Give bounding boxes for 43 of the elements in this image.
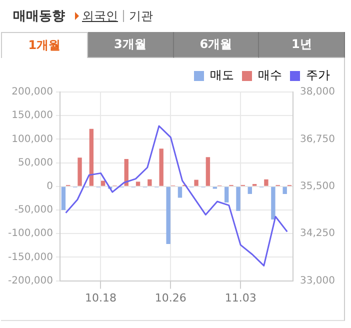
bar (166, 186, 170, 244)
bar (282, 186, 287, 194)
y2-tick-label: 38,000 (300, 86, 336, 98)
chart-title: 매매동향 (13, 8, 65, 25)
y-tick-label: 100,000 (12, 134, 53, 145)
y2-tick-label: 33,000 (300, 275, 336, 286)
bar (248, 186, 252, 194)
y2-tick-label: 34,250 (300, 228, 336, 240)
bar (78, 158, 82, 186)
bar (224, 186, 229, 202)
bar (236, 186, 240, 211)
text: 6개월 (174, 32, 260, 58)
legend-label: 매도 (210, 68, 234, 82)
x-tick-label: 10.18 (84, 291, 116, 304)
x-tick-label: 10.26 (154, 291, 186, 304)
y-tick-label: 200,000 (12, 86, 53, 98)
bar (159, 148, 164, 186)
bar (264, 179, 268, 186)
y-tick-label: 150,000 (12, 110, 53, 122)
bar (271, 186, 276, 220)
bar (61, 186, 66, 210)
y2-tick-label: 35,500 (300, 180, 336, 192)
y2-tick-label: 36,750 (300, 134, 336, 145)
y-tick-label: -50,000 (14, 204, 53, 216)
bar (194, 180, 198, 186)
x-tick-label: 11.03 (224, 291, 256, 304)
bar (206, 157, 210, 186)
y-tick-label: 0 (46, 180, 53, 192)
bar (136, 182, 140, 186)
y-tick-label: -100,000 (8, 228, 53, 240)
text: 기관 (129, 8, 153, 24)
bar (89, 128, 94, 186)
y-tick-label: 50,000 (18, 157, 53, 168)
bar (100, 180, 106, 186)
y-tick-label: -200,000 (8, 275, 53, 286)
y-tick-label: -150,000 (8, 252, 53, 263)
bar (178, 186, 182, 198)
bar (148, 179, 152, 186)
text: 외국인 (82, 8, 118, 24)
legend-label: 주가 (306, 68, 330, 82)
text: 1개월 (1, 32, 88, 58)
legend-label: 매수 (258, 68, 282, 82)
bar (124, 159, 128, 186)
